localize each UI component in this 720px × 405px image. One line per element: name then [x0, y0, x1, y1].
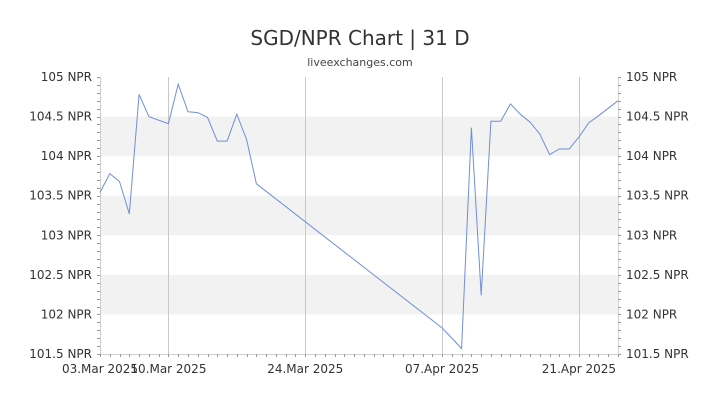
x-tick-label: 03.Mar 2025 [62, 362, 138, 376]
chart-title: SGD/NPR Chart | 31 D [250, 26, 470, 50]
y-tick-label-left: 104.5 NPR [29, 110, 92, 124]
y-tick-label-left: 103.5 NPR [29, 189, 92, 203]
x-tick-label: 10.Mar 2025 [130, 362, 206, 376]
y-tick-label-right: 104.5 NPR [626, 110, 689, 124]
y-tick-label-right: 102 NPR [626, 307, 677, 321]
grid-bands [100, 116, 618, 315]
axes [97, 77, 621, 357]
y-axis-left-labels: 101.5 NPR 102 NPR 102.5 NPR 103 NPR 103.5 NP… [29, 70, 92, 361]
x-tick-label: 07.Apr 2025 [405, 362, 479, 376]
y-axis-right-labels: 101.5 NPR 102 NPR 102.5 NPR 103 NPR 103.5 NP… [626, 70, 689, 361]
y-tick-label-left: 105 NPR [41, 70, 92, 84]
y-tick-label-right: 105 NPR [626, 70, 677, 84]
y-tick-label-left: 101.5 NPR [29, 347, 92, 361]
y-tick-label-left: 102.5 NPR [29, 268, 92, 282]
series-layer [99, 82, 619, 350]
grid-band [100, 116, 618, 157]
grid-band [100, 274, 618, 315]
y-tick-label-right: 101.5 NPR [626, 347, 689, 361]
y-tick-label-right: 102.5 NPR [626, 268, 689, 282]
chart-subtitle: liveexchanges.com [307, 56, 413, 69]
y-tick-label-right: 103 NPR [626, 228, 677, 242]
x-tick-label: 21.Apr 2025 [542, 362, 616, 376]
y-tick-label-right: 103.5 NPR [626, 189, 689, 203]
y-tick-label-right: 104 NPR [626, 149, 677, 163]
y-tick-label-left: 103 NPR [41, 228, 92, 242]
grid-band [100, 195, 618, 236]
x-tick-label: 24.Mar 2025 [267, 362, 343, 376]
series-line [99, 82, 619, 350]
y-tick-label-left: 104 NPR [41, 149, 92, 163]
y-tick-label-left: 102 NPR [41, 307, 92, 321]
